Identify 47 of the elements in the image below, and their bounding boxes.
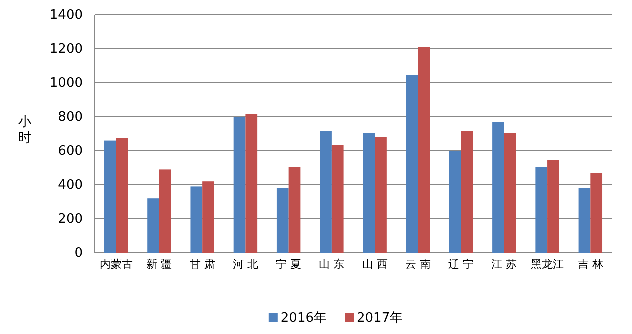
bar — [148, 198, 160, 253]
bar — [375, 137, 387, 253]
legend-label: 2017年 — [357, 311, 404, 326]
bar — [449, 151, 462, 253]
y-tick-label: 1000 — [50, 76, 83, 92]
x-tick-label: 内蒙古 — [100, 258, 133, 272]
bar — [320, 131, 332, 253]
bar — [578, 188, 591, 253]
bar — [276, 188, 289, 253]
y-tick-label: 0 — [74, 246, 83, 262]
x-tick-label: 甘 肃 — [190, 258, 216, 272]
x-tick-label: 山 东 — [319, 258, 345, 272]
y-tick-label: 400 — [58, 178, 83, 194]
bar — [104, 140, 116, 253]
bar — [234, 117, 246, 253]
bar — [492, 122, 504, 253]
y-axis-title: 小时 — [18, 115, 32, 146]
bar — [246, 114, 258, 253]
bar — [190, 186, 203, 253]
x-tick-label: 云 南 — [405, 258, 431, 272]
y-tick-label: 1200 — [50, 42, 83, 58]
x-tick-label: 辽 宁 — [448, 258, 474, 272]
x-tick-label: 宁 夏 — [276, 258, 302, 272]
bar — [288, 167, 301, 253]
bar — [363, 133, 376, 253]
y-tick-label: 200 — [58, 212, 83, 228]
y-tick-label: 600 — [58, 144, 83, 160]
y-tick-label: 1400 — [50, 8, 83, 24]
bar — [461, 131, 474, 253]
bar — [548, 160, 560, 253]
x-tick-label: 河 北 — [232, 258, 258, 272]
bar — [418, 47, 430, 253]
bar — [590, 173, 603, 253]
bar — [406, 75, 418, 253]
x-tick-label: 新 疆 — [146, 258, 172, 272]
legend-label: 2016年 — [280, 311, 327, 326]
bar — [536, 167, 548, 253]
bar — [116, 138, 128, 253]
bar — [332, 145, 344, 253]
bar — [202, 182, 214, 253]
x-tick-label: 江 苏 — [492, 258, 518, 272]
bar — [159, 170, 172, 253]
x-tick-label: 山 西 — [362, 258, 388, 272]
y-tick-label: 800 — [58, 110, 83, 126]
x-tick-label: 吉 林 — [578, 258, 604, 272]
bar — [504, 133, 516, 253]
x-tick-label: 黑龙江 — [531, 258, 564, 272]
